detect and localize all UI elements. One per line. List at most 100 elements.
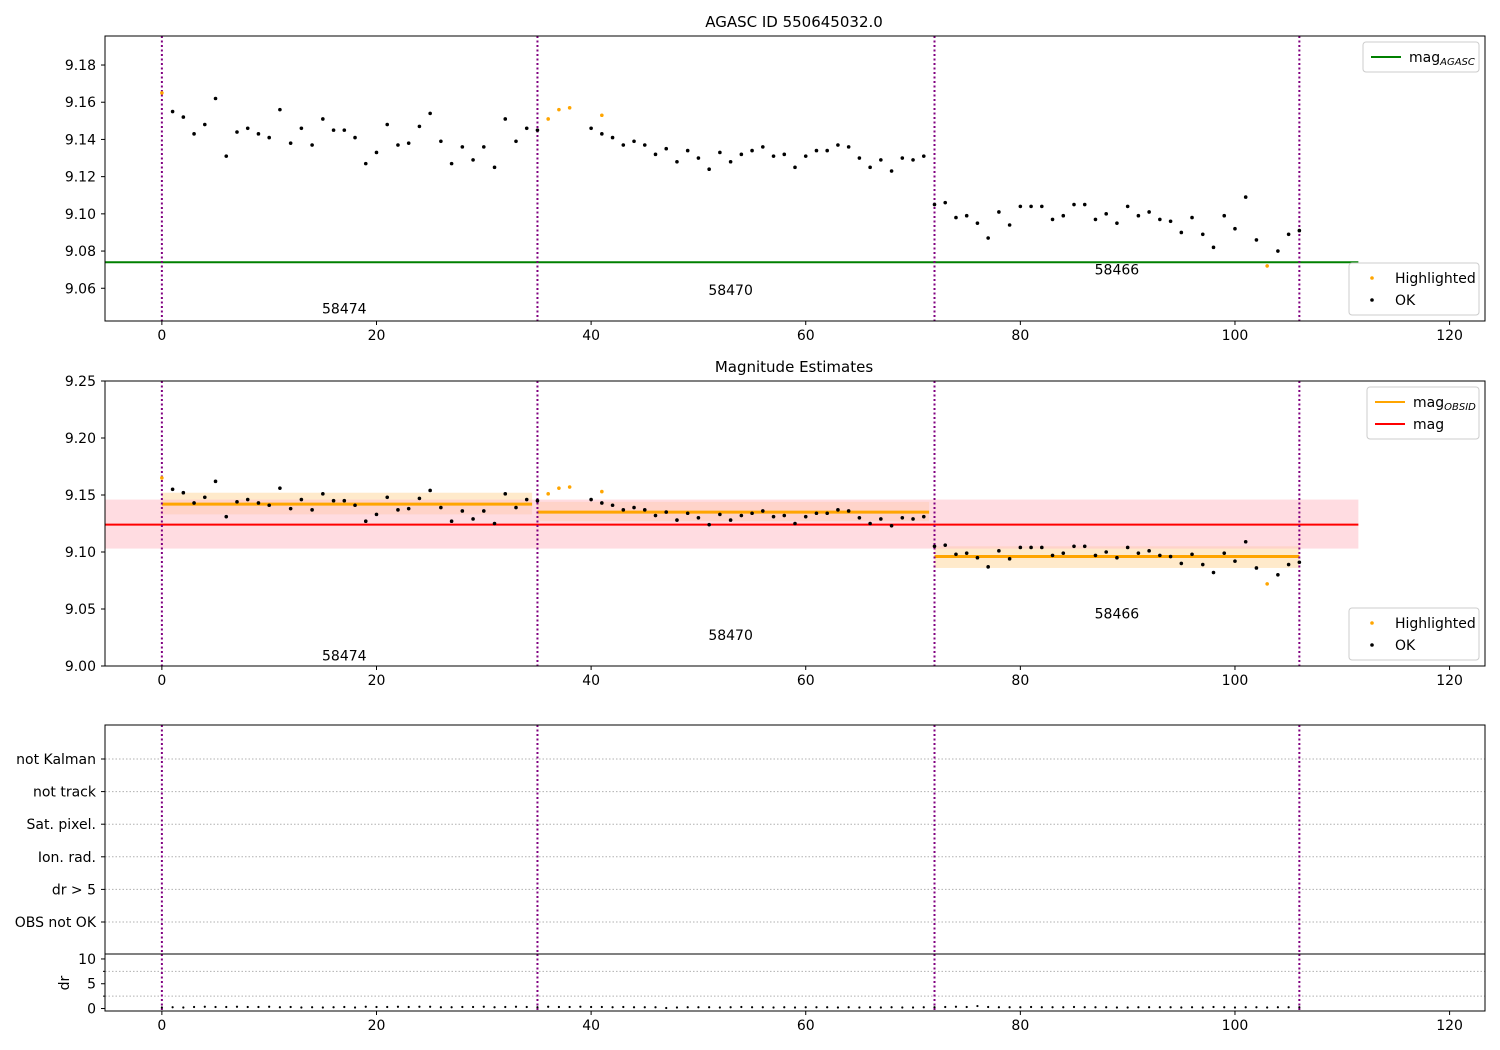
x-tick-label: 60 bbox=[797, 328, 815, 344]
dr-point bbox=[697, 1006, 700, 1009]
data-point-ok bbox=[879, 158, 883, 162]
panel-agasc-magnitude: AGASC ID 550645032.0 58474 58470 58466 0 20… bbox=[65, 13, 1486, 344]
data-point-ok bbox=[750, 148, 754, 153]
x-tick-label: 0 bbox=[157, 1018, 166, 1034]
data-point-ok bbox=[675, 518, 679, 522]
legend-label: magOBSID bbox=[1413, 395, 1476, 413]
data-point-ok bbox=[1179, 561, 1184, 566]
data-point-ok bbox=[1147, 210, 1151, 214]
data-point-ok bbox=[1050, 553, 1055, 558]
obsid-label: 58470 bbox=[708, 283, 753, 299]
data-point-ok bbox=[353, 135, 357, 140]
data-point-ok bbox=[621, 143, 626, 147]
dr-point bbox=[536, 1006, 539, 1009]
dr-point bbox=[911, 1006, 915, 1009]
y-tick-label: 9.10 bbox=[65, 545, 96, 561]
data-point-ok bbox=[642, 143, 647, 147]
dr-point bbox=[1029, 1005, 1033, 1009]
legend-dot-swatch bbox=[1370, 298, 1374, 302]
data-point-ok bbox=[664, 510, 669, 514]
data-point-ok bbox=[256, 501, 261, 505]
dr-point bbox=[847, 1006, 850, 1009]
data-point-ok bbox=[1179, 230, 1184, 235]
data-point-ok bbox=[460, 145, 465, 149]
chart-title: AGASC ID 550645032.0 bbox=[705, 13, 883, 31]
data-point-ok bbox=[353, 503, 357, 508]
data-point-ok bbox=[396, 508, 400, 512]
data-point-ok bbox=[707, 167, 711, 171]
y-tick-label: 9.06 bbox=[65, 281, 96, 297]
data-point-highlighted bbox=[567, 485, 572, 489]
data-point-ok bbox=[954, 215, 958, 220]
data-point-ok bbox=[803, 154, 808, 158]
data-point-ok bbox=[1104, 550, 1108, 554]
data-point-ok bbox=[932, 202, 937, 207]
data-point-ok bbox=[846, 145, 851, 149]
data-point-ok bbox=[321, 492, 325, 496]
y-tick-label: 9.18 bbox=[65, 58, 96, 74]
data-point-ok bbox=[235, 500, 239, 504]
y-tick-label: 9.08 bbox=[65, 244, 96, 260]
data-point-ok bbox=[1007, 223, 1012, 227]
data-point-ok bbox=[170, 109, 175, 114]
dr-point bbox=[976, 1004, 979, 1008]
x-tick-label: 40 bbox=[582, 1018, 600, 1034]
data-point-ok bbox=[1222, 213, 1227, 218]
data-point-highlighted bbox=[546, 117, 550, 121]
data-point-ok bbox=[1200, 562, 1205, 567]
data-point-highlighted bbox=[600, 489, 604, 494]
data-point-ok bbox=[1276, 573, 1280, 577]
dr-point bbox=[203, 1005, 206, 1008]
data-point-ok bbox=[1104, 212, 1108, 216]
y-tick-label: 10 bbox=[78, 952, 96, 968]
data-point-ok bbox=[406, 506, 411, 511]
dr-point bbox=[482, 1005, 485, 1008]
data-point-ok bbox=[374, 512, 379, 517]
data-point-ok bbox=[1040, 545, 1044, 550]
data-point-ok bbox=[363, 161, 368, 166]
data-point-ok bbox=[428, 111, 432, 116]
data-point-highlighted bbox=[600, 113, 604, 118]
data-point-ok bbox=[202, 495, 207, 500]
data-point-highlighted bbox=[567, 106, 572, 110]
data-point-ok bbox=[879, 517, 883, 521]
data-point-ok bbox=[1211, 245, 1216, 250]
data-point-ok bbox=[685, 148, 690, 153]
y-tick-label: 9.16 bbox=[65, 95, 96, 111]
dr-point bbox=[332, 1006, 335, 1009]
data-point-ok bbox=[1200, 232, 1205, 237]
data-point-ok bbox=[181, 490, 186, 495]
x-tick-label: 120 bbox=[1436, 673, 1463, 689]
dr-point bbox=[1083, 1006, 1086, 1009]
data-point-ok bbox=[245, 497, 250, 502]
data-point-ok bbox=[514, 505, 518, 510]
dr-point bbox=[257, 1005, 260, 1009]
y-tick-label: 9.00 bbox=[65, 659, 96, 675]
dr-point bbox=[557, 1005, 561, 1009]
data-point-ok bbox=[331, 128, 336, 132]
dr-point bbox=[643, 1006, 646, 1009]
plot-frame bbox=[104, 380, 1486, 667]
dr-point bbox=[504, 1005, 507, 1009]
y-tick-label: 9.20 bbox=[65, 431, 96, 447]
dr-point bbox=[890, 1006, 893, 1009]
data-point-ok bbox=[449, 519, 454, 524]
dr-point bbox=[407, 1005, 410, 1009]
data-point-ok bbox=[943, 200, 948, 205]
x-tick-label: 80 bbox=[1011, 1018, 1029, 1034]
data-point-ok bbox=[321, 117, 325, 121]
data-point-ok bbox=[1233, 559, 1237, 563]
data-point-ok bbox=[1061, 551, 1066, 555]
y-tick-label: 9.05 bbox=[65, 602, 96, 618]
dr-point bbox=[783, 1006, 786, 1009]
data-point-ok bbox=[535, 498, 540, 503]
data-point-ok bbox=[589, 497, 593, 502]
data-point-ok bbox=[986, 565, 990, 569]
data-point-ok bbox=[803, 514, 808, 519]
data-point-ok bbox=[1243, 539, 1248, 544]
dr-point bbox=[933, 1006, 936, 1009]
data-point-ok bbox=[868, 165, 872, 170]
dr-point bbox=[1287, 1006, 1290, 1009]
dr-point bbox=[321, 1006, 324, 1009]
data-point-ok bbox=[310, 508, 314, 512]
